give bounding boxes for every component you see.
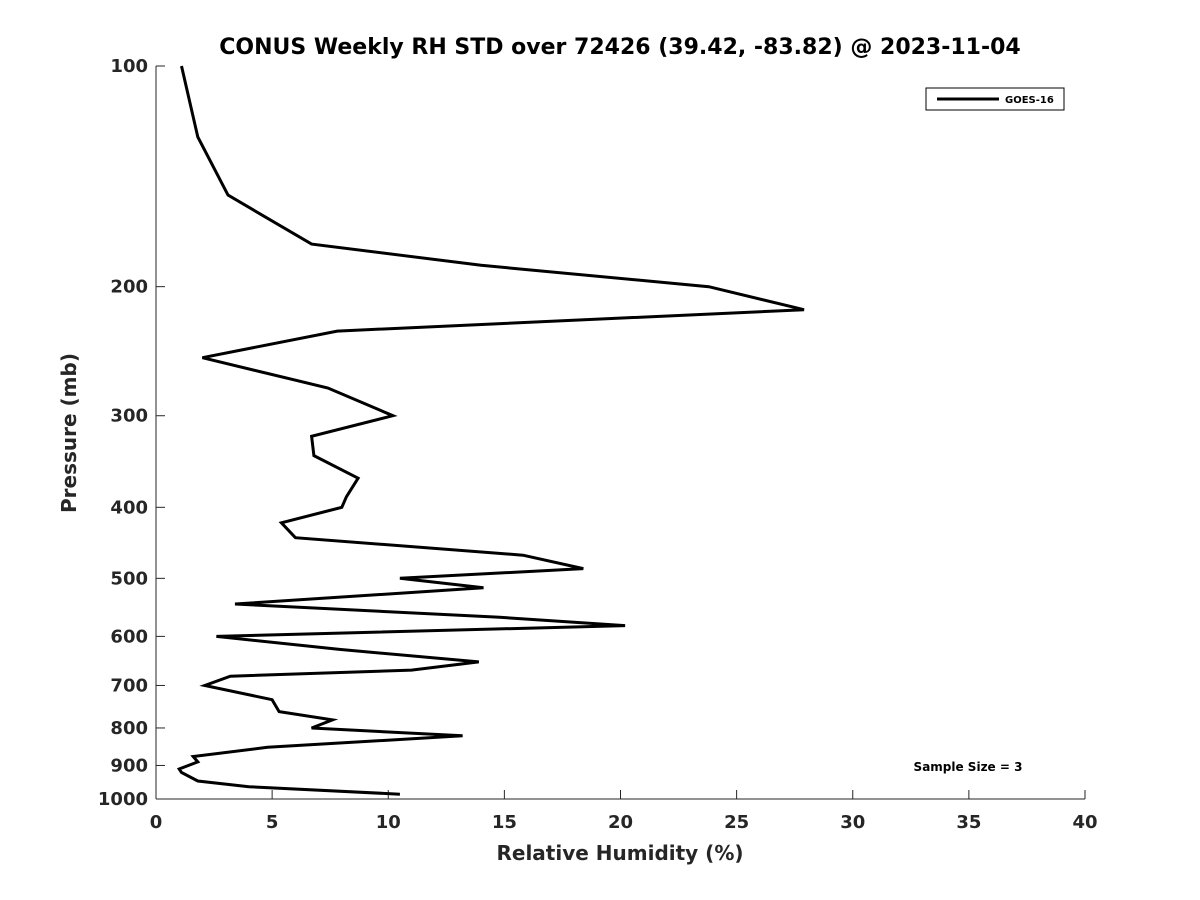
x-tick-label: 0 — [150, 812, 163, 833]
y-tick-label: 100 — [110, 56, 148, 77]
x-tick-label: 5 — [266, 812, 279, 833]
series-line-goes-16 — [176, 65, 805, 796]
plot-area — [156, 66, 1085, 799]
sample-size-annotation: Sample Size = 3 — [914, 760, 1023, 774]
x-tick-label: 30 — [840, 812, 865, 833]
y-tick-label: 200 — [110, 277, 148, 298]
x-tick-label: 10 — [376, 812, 401, 833]
x-tick-label: 35 — [956, 812, 981, 833]
x-tick-label: 25 — [724, 812, 749, 833]
y-tick-label: 900 — [110, 755, 148, 776]
y-axis-title: Pressure (mb) — [57, 353, 81, 513]
y-tick-label: 800 — [110, 718, 148, 739]
x-tick-label: 20 — [608, 812, 633, 833]
legend: GOES-16 — [925, 87, 1065, 111]
y-tick-label: 1000 — [98, 789, 148, 810]
y-tick-label: 500 — [110, 568, 148, 589]
x-tick-label: 40 — [1072, 812, 1097, 833]
series-layer — [176, 65, 805, 796]
y-tick-label: 700 — [110, 675, 148, 696]
legend-label: GOES-16 — [1005, 95, 1054, 106]
x-axis-title: Relative Humidity (%) — [496, 841, 743, 865]
x-ticks: 0 5 10 15 20 25 30 35 40 — [150, 790, 1098, 833]
x-tick-label: 15 — [492, 812, 517, 833]
y-tick-label: 600 — [110, 626, 148, 647]
y-tick-label: 300 — [110, 406, 148, 427]
y-ticks: 100 200 300 400 500 600 700 800 900 1000 — [98, 56, 165, 810]
y-tick-label: 400 — [110, 497, 148, 518]
chart-title: CONUS Weekly RH STD over 72426 (39.42, -… — [219, 35, 1020, 60]
